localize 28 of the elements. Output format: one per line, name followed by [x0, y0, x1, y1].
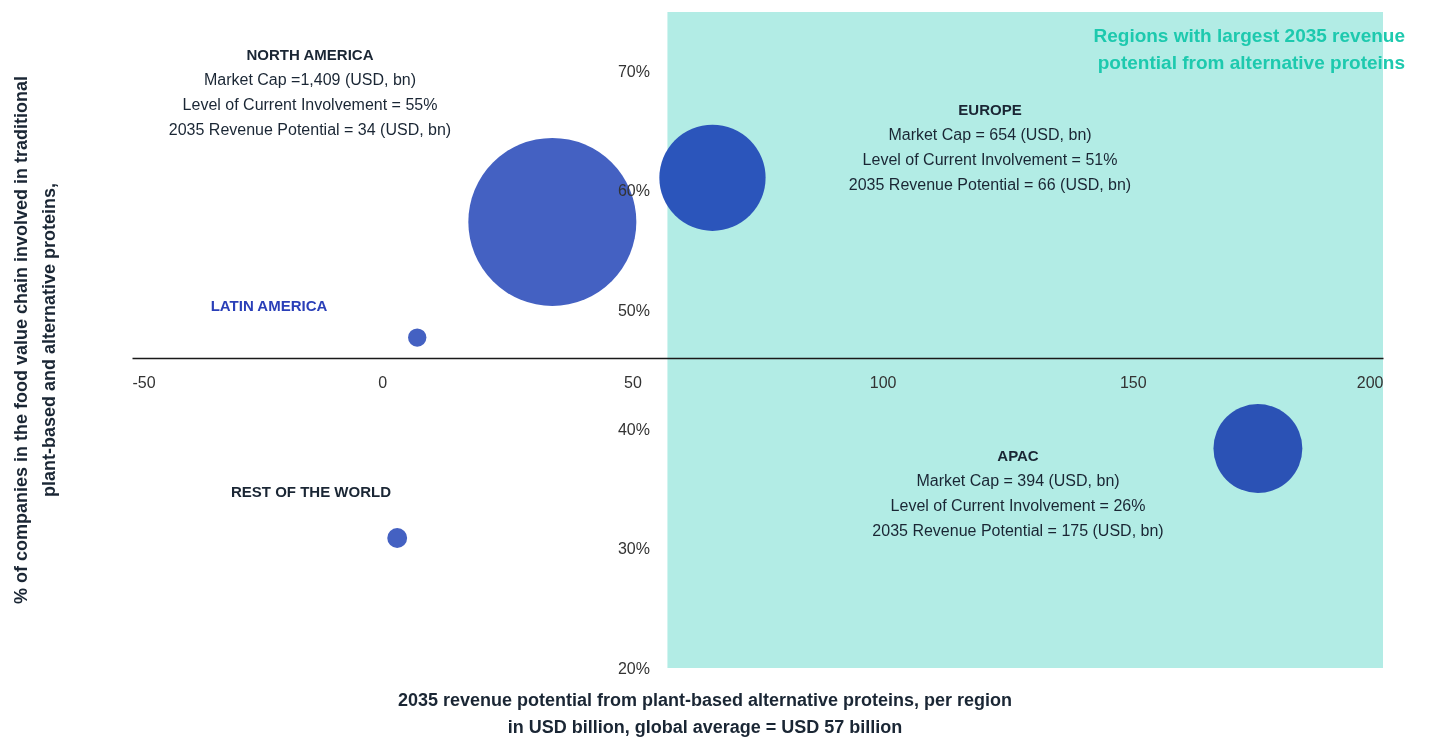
x-tick-label: -50	[132, 373, 156, 391]
annotation: Level of Current Involvement = 51%	[862, 151, 1118, 168]
y-tick-label: 50%	[617, 301, 650, 319]
x-axis-title: 2035 revenue potential from plant-based alternative proteins, per region in USD billion, global average = USD 57 billion	[397, 690, 1013, 737]
y-tick-label: 40%	[617, 420, 650, 438]
annotation: 2035 Revenue Potential = 175 (USD, bn)	[872, 522, 1164, 539]
annotation: LATIN AMERICA	[210, 297, 328, 314]
annotation: 2035 Revenue Potential = 66 (USD, bn)	[848, 176, 1132, 193]
annotation: 2035 Revenue Potential = 34 (USD, bn)	[168, 121, 452, 138]
y-tick-label: 70%	[617, 63, 650, 81]
x-tick-label: 50	[624, 373, 642, 391]
annotation: Market Cap =1,409 (USD, bn)	[203, 71, 417, 88]
x-tick-label: 200	[1356, 373, 1384, 391]
annotation: APAC	[997, 447, 1039, 464]
annotation: REST OF THE WORLD	[231, 483, 392, 500]
annotation: NORTH AMERICA	[246, 46, 374, 63]
annotation: Level of Current Involvement = 26%	[890, 497, 1146, 514]
y-tick-label: 30%	[617, 540, 650, 558]
annotation: Level of Current Involvement = 55%	[182, 96, 438, 113]
annotation: Market Cap = 394 (USD, bn)	[916, 472, 1120, 489]
x-tick-label: 100	[869, 373, 897, 391]
annotation: EUROPE	[958, 101, 1022, 118]
x-tick-label: 150	[1119, 373, 1147, 391]
annotation: Market Cap = 654 (USD, bn)	[888, 126, 1092, 143]
band-label: Regions with largest 2035 revenue potential from alternative proteins	[1093, 25, 1405, 73]
x-tick-label: 0	[378, 373, 388, 391]
y-tick-label: 20%	[617, 659, 650, 677]
y-axis-title: % of companies in the food value chain involved in traditional plant-based and alternative proteins,	[11, 75, 59, 605]
